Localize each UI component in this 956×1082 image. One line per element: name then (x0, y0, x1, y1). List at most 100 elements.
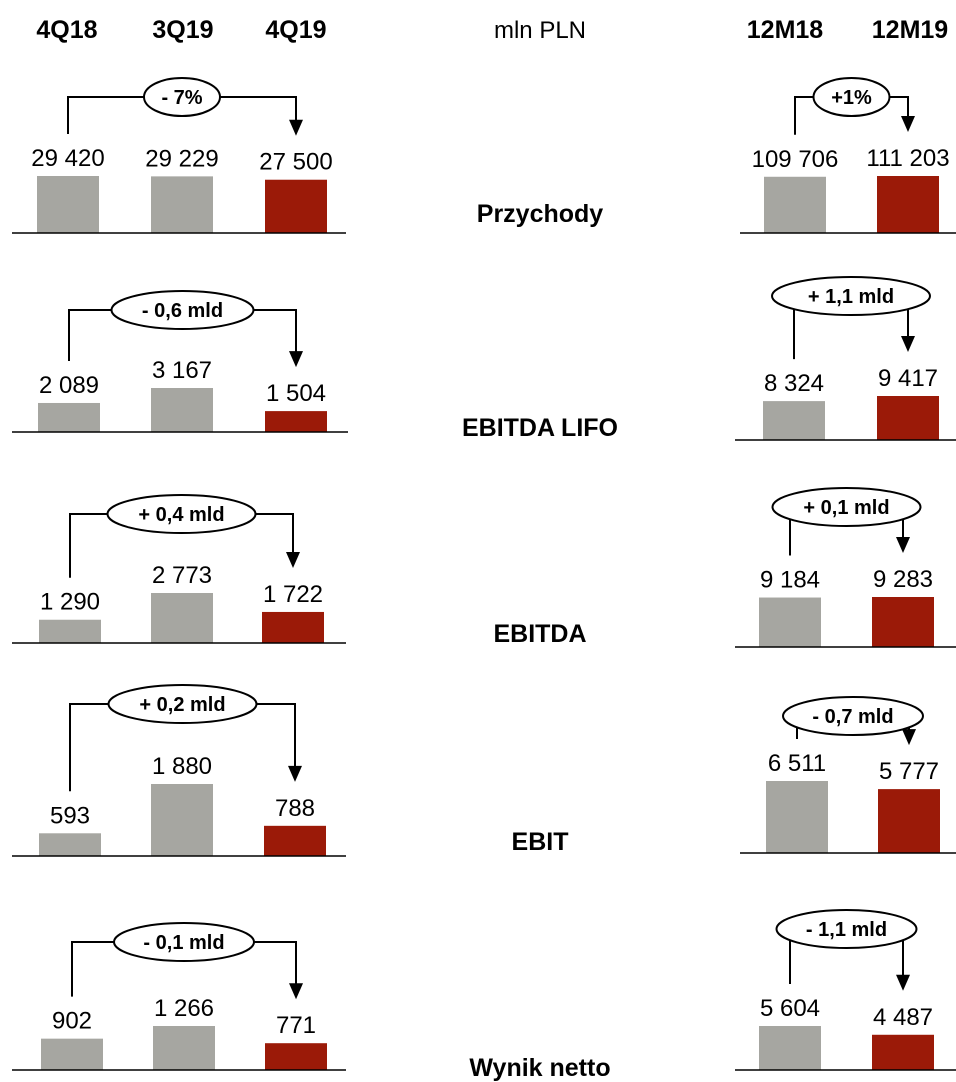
bar-2-2 (265, 411, 327, 432)
value-label-8-2: 771 (276, 1012, 316, 1039)
change-label-5: + 0,1 mld (803, 497, 889, 519)
bar-3-0 (763, 401, 825, 440)
value-label-7-0: 6 511 (768, 750, 826, 777)
panel-6: 593 1 880 788 + 0,2 mld (12, 684, 346, 857)
metric-title-ebit: EBIT (512, 828, 569, 856)
arrow-head-5 (896, 537, 910, 553)
arrow-head-7 (902, 729, 916, 746)
header-4q18: 4Q18 (36, 16, 97, 44)
header-4q19: 4Q19 (265, 16, 326, 44)
change-oval-9 (775, 909, 918, 949)
header-3q19: 3Q19 (152, 16, 213, 44)
change-label-0: - 7% (161, 87, 202, 109)
change-oval-1 (812, 77, 891, 117)
arrow-head-1 (901, 116, 915, 132)
value-label-5-1: 9 283 (873, 566, 933, 593)
arrow-head-4 (286, 551, 300, 568)
arrow-head-9 (896, 974, 910, 991)
bar-4-0 (39, 619, 101, 643)
value-label-3-0: 8 324 (764, 370, 824, 397)
change-label-9: - 1,1 mld (806, 919, 887, 941)
chart-panels: 29 420 29 229 27 500 - 7% 109 706 111 203 +1% 2… (12, 77, 956, 1071)
bar-9-1 (872, 1034, 934, 1070)
bar-3-1 (877, 396, 939, 440)
bar-0-2 (265, 179, 327, 233)
bar-7-1 (878, 789, 940, 853)
value-label-5-0: 9 184 (760, 567, 820, 594)
value-label-1-0: 109 706 (752, 146, 839, 173)
value-label-1-1: 111 203 (866, 145, 949, 172)
value-label-4-1: 2 773 (152, 562, 212, 589)
change-oval-5 (771, 487, 922, 527)
change-label-8: - 0,1 mld (143, 932, 224, 954)
change-oval-6 (107, 684, 258, 724)
value-label-7-1: 5 777 (879, 758, 939, 785)
change-label-3: + 1,1 mld (808, 286, 894, 308)
change-oval-4 (106, 494, 257, 534)
value-label-8-1: 1 266 (154, 995, 214, 1022)
panel-7: 6 511 5 777 - 0,7 mld (740, 696, 956, 854)
bar-7-0 (766, 781, 828, 853)
bar-6-1 (151, 784, 213, 856)
change-label-4: + 0,4 mld (138, 504, 224, 526)
change-oval-3 (771, 276, 931, 316)
change-label-1: +1% (831, 87, 872, 109)
value-label-8-0: 902 (52, 1008, 92, 1035)
value-label-2-2: 1 504 (266, 380, 326, 407)
value-label-2-1: 3 167 (152, 357, 212, 384)
change-oval-0 (143, 77, 221, 117)
bar-8-2 (265, 1043, 327, 1070)
bar-1-0 (764, 176, 826, 233)
panel-9: 5 604 4 487 - 1,1 mld (735, 909, 956, 1071)
header-12m18: 12M18 (747, 16, 824, 44)
metric-title-ebitda-lifo: EBITDA LIFO (462, 414, 618, 442)
value-label-6-2: 788 (275, 795, 315, 822)
arrow-head-8 (289, 983, 303, 1000)
bar-4-1 (151, 593, 213, 643)
metric-title-przychody: Przychody (477, 200, 604, 228)
panel-3: 8 324 9 417 + 1,1 mld (735, 276, 956, 441)
bar-0-0 (37, 176, 99, 233)
value-label-4-0: 1 290 (40, 589, 100, 616)
value-label-2-0: 2 089 (39, 372, 99, 399)
value-label-0-1: 29 229 (145, 145, 218, 172)
header-12m19: 12M19 (872, 16, 948, 44)
bar-5-0 (759, 597, 821, 647)
bar-2-0 (38, 402, 100, 432)
arrow-head-3 (901, 336, 915, 352)
panel-4: 1 290 2 773 1 722 + 0,4 mld (12, 494, 346, 644)
change-label-7: - 0,7 mld (812, 706, 893, 728)
panel-2: 2 089 3 167 1 504 - 0,6 mld (12, 290, 348, 433)
bar-1-1 (877, 176, 939, 233)
metric-title-ebitda: EBITDA (493, 620, 586, 648)
bar-2-1 (151, 388, 213, 432)
value-label-9-1: 4 487 (873, 1004, 933, 1031)
bar-6-0 (39, 833, 101, 856)
value-label-9-0: 5 604 (760, 995, 820, 1022)
value-label-6-0: 593 (50, 802, 90, 829)
bar-9-0 (759, 1026, 821, 1070)
change-label-2: - 0,6 mld (142, 300, 223, 322)
arrow-head-6 (288, 765, 302, 782)
change-oval-2 (110, 290, 255, 330)
panel-1: 109 706 111 203 +1% (740, 77, 956, 234)
bar-5-1 (872, 597, 934, 647)
value-label-4-2: 1 722 (263, 581, 323, 608)
arrow-head-2 (289, 351, 303, 368)
panel-5: 9 184 9 283 + 0,1 mld (735, 487, 956, 648)
metric-title-wynik-netto: Wynik netto (469, 1054, 610, 1082)
value-label-0-0: 29 420 (31, 145, 104, 172)
panel-8: 902 1 266 771 - 0,1 mld (12, 922, 346, 1071)
unit-label: mln PLN (494, 17, 586, 44)
bar-4-2 (262, 611, 324, 643)
panel-0: 29 420 29 229 27 500 - 7% (12, 77, 346, 234)
change-oval-7 (782, 696, 924, 736)
bar-0-1 (151, 176, 213, 233)
change-label-6: + 0,2 mld (139, 694, 225, 716)
bar-8-0 (41, 1038, 103, 1070)
arrow-head-0 (289, 119, 303, 136)
value-label-0-2: 27 500 (259, 149, 332, 176)
bar-6-2 (264, 825, 326, 856)
value-label-3-1: 9 417 (878, 365, 938, 392)
